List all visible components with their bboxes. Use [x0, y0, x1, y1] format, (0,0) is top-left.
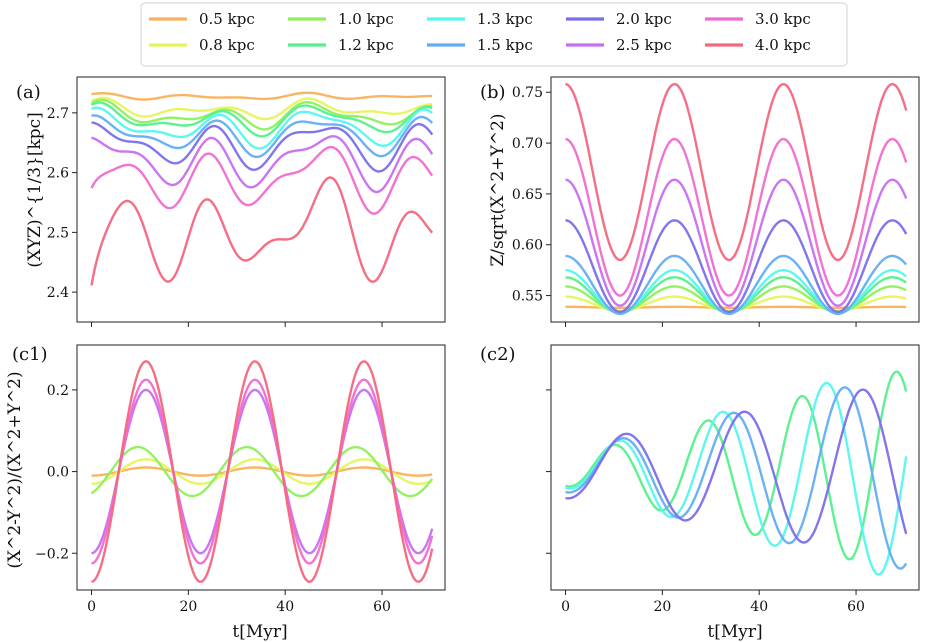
y-tick-label: 0.55	[512, 289, 543, 305]
legend-label: 2.5 kpc	[616, 36, 672, 54]
y-tick-label: 0.2	[47, 383, 69, 399]
panel-c2-frame	[550, 344, 920, 591]
legend: 0.5 kpc 0.8 kpc 1.0 kpc 1.2 kpc 1.3 kpc 1.5 k…	[140, 2, 848, 67]
series-line-1-0-kpc	[90, 445, 434, 498]
series-line-2-5-kpc	[91, 135, 434, 194]
x-tick-label: 60	[847, 599, 865, 615]
series-line-3-0-kpc	[565, 137, 908, 297]
series-line-2-0-kpc	[91, 121, 434, 173]
series-line-2-0-kpc	[565, 219, 908, 314]
y-axis-label-c1: (X^2-Y^2)/(X^2+Y^2)	[5, 371, 25, 568]
series-line-0-5-kpc	[91, 466, 433, 477]
y-tick-label: 2.4	[47, 285, 69, 301]
series-line-2-5-kpc	[91, 388, 434, 555]
x-tick-label: 40	[750, 599, 768, 615]
series-line-4-0-kpc	[565, 82, 908, 262]
series-line-1-2-kpc	[90, 101, 433, 138]
y-tick-label: 0.0	[47, 465, 69, 481]
x-tick-label: 40	[276, 599, 294, 615]
y-tick-label: 0.70	[512, 136, 543, 152]
series-line-3-0-kpc	[90, 145, 434, 215]
x-axis-label-right: t[Myr]	[707, 622, 762, 642]
panel-c1-label: (c1)	[12, 344, 48, 365]
y-tick-label: 0.75	[512, 85, 543, 101]
panel-c1-frame	[76, 344, 446, 591]
x-tick-label: 20	[653, 599, 671, 615]
panel-c2-label: (c2)	[480, 344, 516, 365]
y-axis-label-a: (XYZ)^{1/3}[kpc]	[25, 112, 45, 268]
y-tick-label: −0.2	[35, 546, 69, 562]
legend-label: 2.0 kpc	[616, 10, 672, 28]
y-tick-label: 2.5	[47, 225, 69, 241]
series-line-2-5-kpc	[565, 178, 908, 307]
series-line-1-2-kpc	[565, 370, 908, 561]
series-line-1-0-kpc	[90, 98, 433, 131]
legend-label: 3.0 kpc	[755, 10, 811, 28]
series-line-0-5-kpc	[91, 91, 433, 101]
x-axis-label-left: t[Myr]	[232, 622, 287, 642]
legend-label: 1.5 kpc	[477, 36, 533, 54]
series-line-0-8-kpc	[90, 96, 433, 121]
series-line-1-5-kpc	[565, 254, 908, 316]
y-tick-label: 0.65	[512, 187, 543, 203]
series-line-1-5-kpc	[91, 114, 434, 159]
panel-c2: 0 20 40 60	[546, 344, 920, 615]
legend-label: 0.5 kpc	[199, 10, 255, 28]
x-tick-label: 60	[373, 599, 391, 615]
panel-b-frame	[550, 76, 920, 323]
series-line-4-0-kpc	[91, 360, 434, 584]
x-tick-label: 20	[179, 599, 197, 615]
series-line-0-8-kpc	[91, 458, 433, 485]
y-tick-label: 2.6	[47, 166, 69, 182]
series-line-2-0-kpc	[565, 388, 908, 544]
y-tick-label: 0.60	[512, 238, 543, 254]
panel-c1: 0 20 40 60 −0.2 0.0 0.2	[35, 344, 446, 615]
legend-label: 0.8 kpc	[199, 36, 255, 54]
y-tick-label: 2.7	[47, 106, 69, 122]
panel-a-frame	[76, 76, 446, 323]
legend-label: 1.0 kpc	[338, 10, 394, 28]
series-line-1-5-kpc	[565, 386, 908, 570]
panel-b: 0.55 0.60 0.65 0.70 0.75	[512, 76, 920, 327]
series-line-1-3-kpc	[91, 106, 433, 150]
panel-a: 2.4 2.5 2.6 2.7	[47, 76, 446, 327]
legend-label: 1.3 kpc	[477, 10, 533, 28]
y-axis-label-b: Z/sqrt(X^2+Y^2)	[488, 113, 508, 266]
legend-label: 4.0 kpc	[755, 36, 811, 54]
panel-b-label: (b)	[480, 82, 506, 103]
x-tick-label: 0	[561, 599, 570, 615]
x-tick-label: 0	[87, 599, 96, 615]
series-line-1-3-kpc	[565, 381, 908, 576]
series-line-4-0-kpc	[90, 176, 434, 286]
panel-a-label: (a)	[16, 82, 41, 103]
series-line-3-0-kpc	[91, 378, 434, 565]
legend-label: 1.2 kpc	[338, 36, 394, 54]
